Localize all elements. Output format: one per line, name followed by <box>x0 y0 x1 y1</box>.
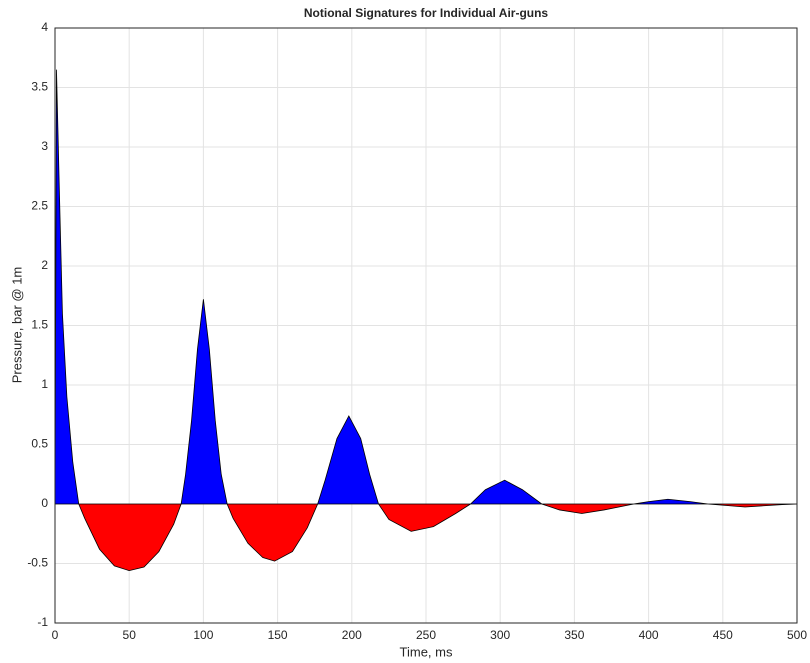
y-tick-label: 3.5 <box>31 80 48 94</box>
x-tick-label: 150 <box>268 628 288 642</box>
x-tick-label: 50 <box>123 628 137 642</box>
y-tick-label: 3 <box>41 139 48 153</box>
y-tick-label: 1.5 <box>31 318 48 332</box>
y-tick-label: 4 <box>41 20 48 34</box>
y-axis-label: Pressure, bar @ 1m <box>9 267 24 384</box>
x-tick-label: 200 <box>342 628 362 642</box>
x-tick-label: 0 <box>52 628 59 642</box>
y-tick-label: 2 <box>41 258 48 272</box>
x-tick-label: 400 <box>639 628 659 642</box>
y-tick-label: 0.5 <box>31 437 48 451</box>
y-tick-label: -0.5 <box>27 556 48 570</box>
signature-line <box>54 69 798 572</box>
x-tick-label: 450 <box>713 628 733 642</box>
y-tick-label: 2.5 <box>31 199 48 213</box>
y-tick-label: 0 <box>41 496 48 510</box>
y-tick-label: 1 <box>41 377 48 391</box>
x-tick-label: 350 <box>564 628 584 642</box>
plot-frame <box>54 27 798 624</box>
x-tick-label: 500 <box>787 628 807 642</box>
y-tick-label: -1 <box>37 615 48 629</box>
x-tick-label: 250 <box>416 628 436 642</box>
x-tick-label: 100 <box>193 628 213 642</box>
x-tick-label: 300 <box>490 628 510 642</box>
negative-area <box>55 504 797 571</box>
chart-title: Notional Signatures for Individual Air-g… <box>304 6 549 20</box>
x-axis-label: Time, ms <box>400 644 453 659</box>
